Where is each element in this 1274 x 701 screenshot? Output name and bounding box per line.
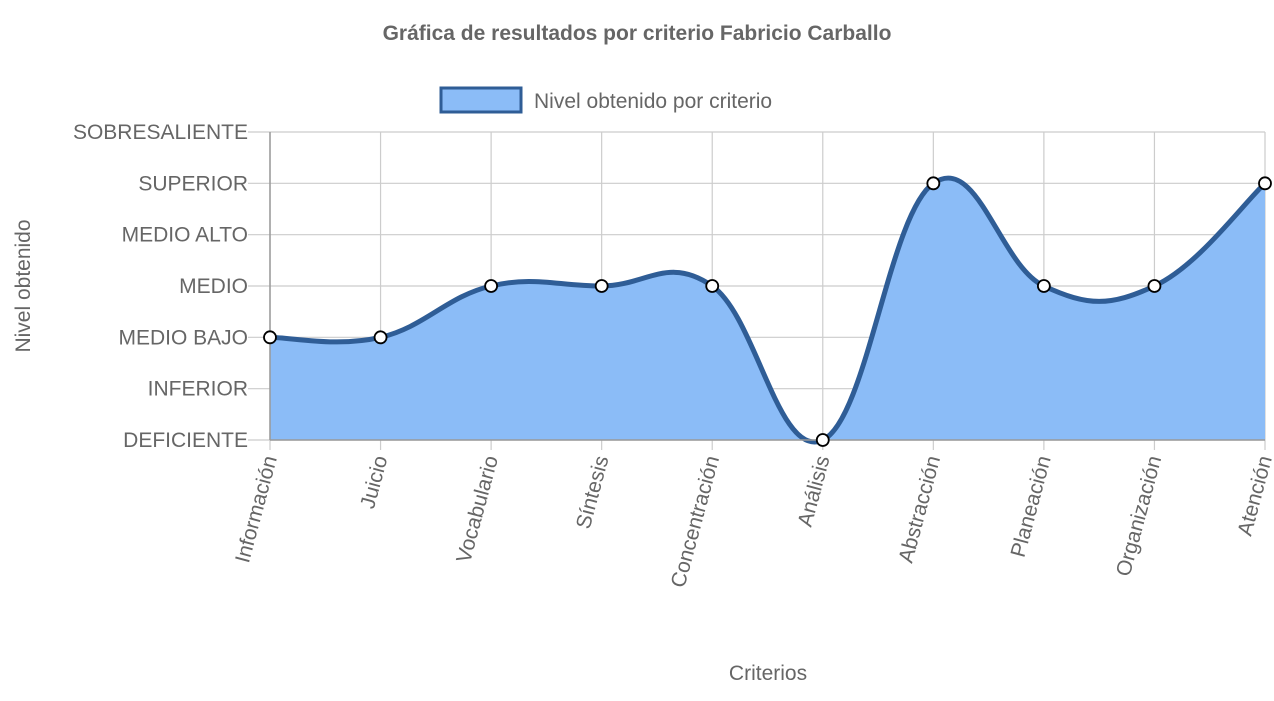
data-point[interactable] xyxy=(263,330,277,345)
data-point[interactable] xyxy=(1258,176,1272,191)
x-tick-label: Información xyxy=(231,453,282,565)
data-point[interactable] xyxy=(1036,279,1051,293)
legend-swatch xyxy=(439,86,523,114)
x-axis-ticks: Información Juicio Vocabulario Síntesis Conc… xyxy=(231,453,1274,590)
x-axis-title: Criterios xyxy=(729,662,807,685)
y-tick-label: MEDIO BAJO xyxy=(118,326,248,349)
x-tick-label: Vocabulario xyxy=(452,453,503,565)
y-tick-label: MEDIO ALTO xyxy=(122,224,248,247)
data-point[interactable] xyxy=(484,279,499,293)
y-tick-label: INFERIOR xyxy=(148,378,248,401)
data-points xyxy=(263,176,1272,447)
x-tick-label: Análisis xyxy=(794,453,835,529)
x-tick-label: Abstracción xyxy=(895,453,946,565)
y-axis-title: Nivel obtenido xyxy=(12,219,35,352)
data-point[interactable] xyxy=(1147,279,1162,293)
series-line xyxy=(269,175,1267,445)
x-tick-label: Planeación xyxy=(1007,453,1056,559)
x-tick-label: Concentración xyxy=(667,453,724,590)
y-tick-label: DEFICIENTE xyxy=(123,429,248,452)
x-tick-label: Organización xyxy=(1112,453,1166,578)
data-point[interactable] xyxy=(815,433,830,447)
x-tick-label: Juicio xyxy=(356,453,392,511)
legend-label: Nivel obtenido por criterio xyxy=(534,90,772,113)
area-fill xyxy=(270,178,1265,442)
x-tick-label: Síntesis xyxy=(572,453,614,531)
data-point[interactable] xyxy=(705,279,720,293)
y-tick-label: MEDIO xyxy=(179,275,248,298)
legend[interactable]: Nivel obtenido por criterio xyxy=(439,86,772,114)
chart-title: Gráfica de resultados por criterio Fabri… xyxy=(383,22,892,45)
y-tick-label: SUPERIOR xyxy=(138,172,248,195)
x-tick-label: Atención xyxy=(1233,453,1274,538)
y-tick-label: SOBRESALIENTE xyxy=(73,121,248,144)
y-axis-ticks: DEFICIENTE INFERIOR MEDIO BAJO MEDIO MEDIO A… xyxy=(73,121,248,452)
data-point[interactable] xyxy=(373,330,388,345)
data-point[interactable] xyxy=(594,279,609,293)
data-point[interactable] xyxy=(926,176,941,191)
